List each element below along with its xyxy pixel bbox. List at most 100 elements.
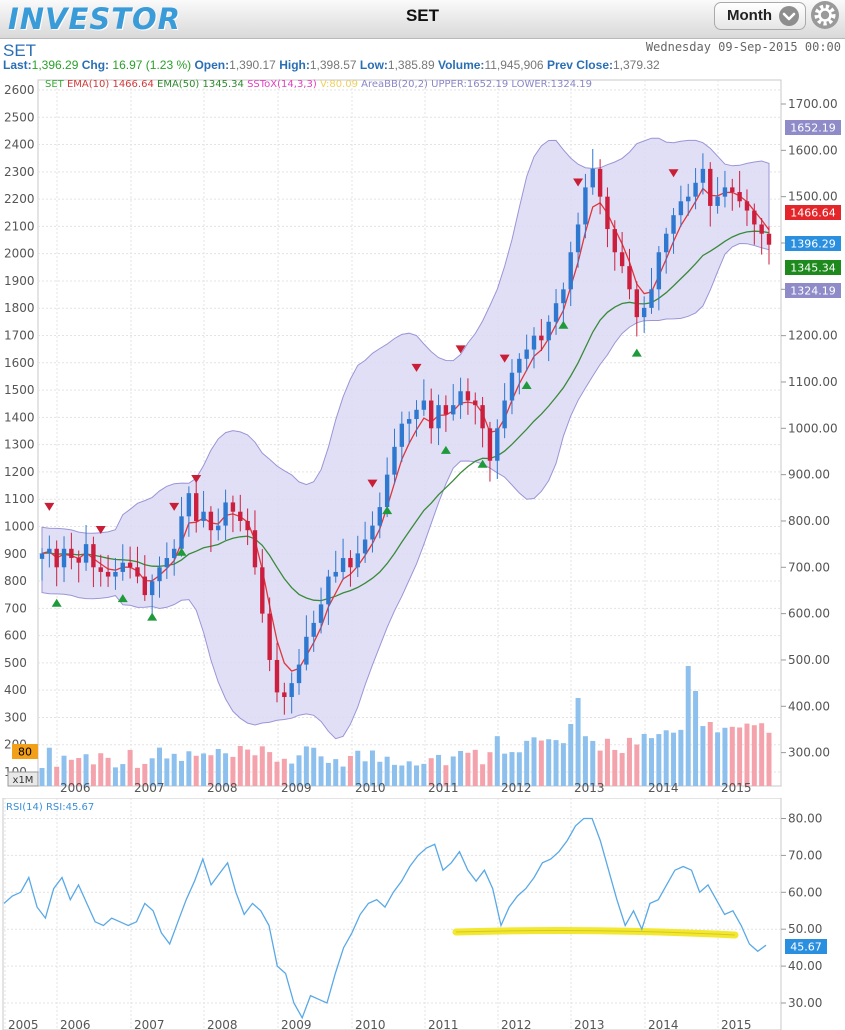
candle-body [436, 405, 441, 429]
volume-bar [134, 767, 140, 786]
right-axis-tick: 500.00 [788, 653, 830, 667]
lower-band-badge-text: 1324.19 [790, 285, 836, 298]
volume-bar [259, 746, 265, 786]
volume-bar [612, 749, 618, 786]
candle-body [69, 548, 74, 559]
left-axis-tick: 1700 [4, 329, 35, 343]
candle-body [348, 558, 353, 568]
quote-header: SET Wednesday 09-Sep-2015 00:00 Last:1,3… [0, 40, 845, 76]
candle-body [744, 201, 750, 211]
chg-label: Chg: [81, 58, 110, 72]
volume-bar [149, 758, 155, 786]
sell-signal-marker [499, 354, 510, 363]
candle-body [311, 622, 316, 637]
rsi-line [3, 817, 767, 1020]
ema50-badge: 1345.34 [785, 260, 841, 275]
rsi-x-axis-tick: 2011 [428, 1018, 459, 1030]
buy-signal-marker [521, 381, 532, 390]
x-axis-tick: 2010 [355, 781, 386, 795]
candle-body [120, 562, 125, 572]
volume-bar [560, 743, 566, 786]
volume-bar [531, 737, 537, 786]
volume-bar [208, 755, 214, 786]
candle-body [443, 405, 449, 415]
sell-signal-marker [44, 502, 55, 511]
x-axis-tick: 2014 [648, 781, 679, 795]
volume-bar [355, 750, 361, 786]
volume-bar [68, 759, 74, 786]
volume-bar [127, 749, 133, 786]
left-axis-tick: 400 [4, 683, 27, 697]
volume-bar [678, 729, 684, 786]
volume-bar [347, 755, 353, 786]
last-price-badge: 1396.29 [785, 236, 841, 251]
candle-body [223, 502, 228, 526]
candle-body [61, 548, 67, 568]
price-chart[interactable]: 1002003004005006007008009001000110012001… [0, 76, 845, 796]
volume-bar [487, 752, 493, 786]
volume-scale-badge-text: x1M [13, 775, 34, 786]
quote-stats: Last:1,396.29 Chg: 16.97 (1.23 %) Open:1… [3, 58, 660, 72]
rsi-axis-tick: 80.00 [788, 812, 822, 826]
candle-body [392, 446, 397, 475]
x-axis-tick: 2011 [428, 781, 459, 795]
volume-bar [751, 725, 757, 786]
candle-body [384, 474, 390, 508]
candle-body [238, 511, 243, 521]
candle-body [135, 567, 140, 577]
candle-body [333, 571, 338, 577]
volume-bar [54, 766, 60, 786]
x-axis-tick: 2013 [574, 781, 605, 795]
volume-bar [105, 757, 111, 786]
volume-bar [480, 764, 486, 786]
volume-bar [399, 765, 405, 786]
volume-bar [744, 723, 750, 786]
left-axis-tick: 1800 [4, 301, 35, 315]
left-axis-tick: 1400 [4, 410, 35, 424]
volume-bar [245, 749, 251, 786]
candle-body [619, 252, 625, 267]
volume-bar [406, 761, 412, 786]
volume-bar [289, 763, 295, 786]
candle-body [54, 548, 59, 568]
volume-bar [384, 756, 390, 786]
volume-bar [201, 753, 207, 786]
candle-body [663, 233, 669, 253]
volume-bar [450, 756, 456, 786]
candle-body [539, 335, 544, 341]
candle-body [230, 502, 236, 512]
chevron-down-icon [779, 6, 799, 26]
volume-bar [671, 732, 677, 786]
right-axis-tick: 300.00 [788, 746, 830, 760]
candle-body [686, 196, 691, 202]
candle-body [127, 562, 133, 568]
candle-body [201, 511, 206, 521]
upper-band-badge-text: 1652.19 [790, 122, 836, 135]
candle-body [377, 507, 382, 526]
candle-body [531, 335, 537, 350]
candle-body [149, 581, 155, 596]
candle-body [502, 400, 507, 429]
candle-body [76, 558, 81, 563]
candle-body [282, 692, 287, 698]
volume-bar [693, 691, 699, 786]
settings-gear-icon[interactable] [811, 1, 839, 29]
rsi-chart[interactable]: 30.00 40.00 50.00 60.00 70.00 80.00 2005 2006 20… [0, 798, 845, 1030]
buy-signal-marker [176, 547, 187, 556]
sell-signal-marker [367, 479, 378, 488]
left-axis-tick: 1200 [4, 465, 35, 479]
candle-body [553, 303, 559, 322]
buy-signal-marker [117, 594, 128, 603]
volume-bar [707, 722, 713, 786]
sell-signal-marker [573, 178, 584, 187]
prev-close-label: Prev Close: [546, 58, 613, 72]
candle-body [157, 567, 162, 582]
volume-bar [516, 752, 522, 786]
candle-body [546, 321, 551, 341]
candle-body [399, 423, 405, 447]
volume-bar [715, 732, 721, 786]
candle-body [766, 233, 772, 245]
sell-signal-marker [95, 526, 106, 535]
candle-body [355, 553, 360, 568]
period-select-button[interactable]: Month [714, 2, 806, 30]
